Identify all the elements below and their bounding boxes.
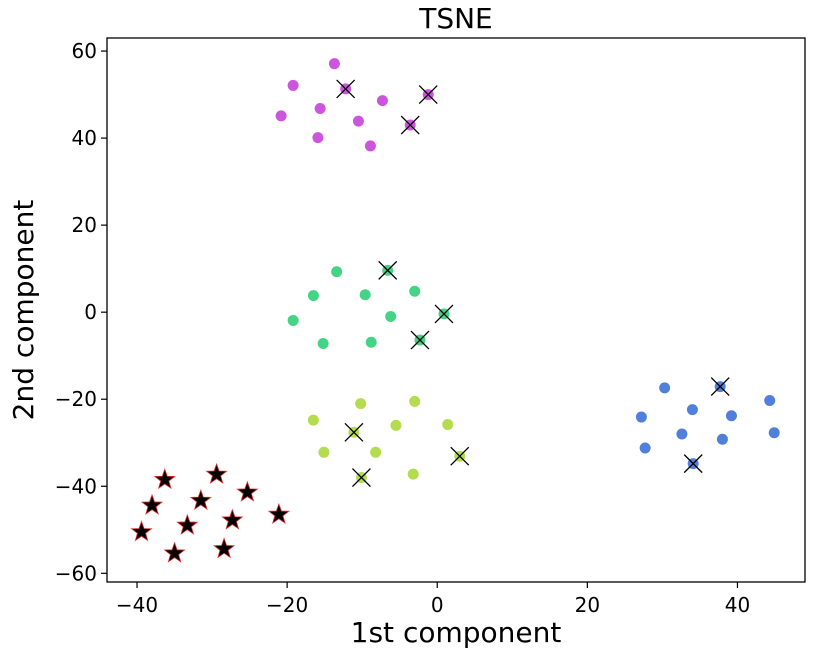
x-tick-label: 0 <box>431 593 444 617</box>
data-point <box>768 427 780 439</box>
data-point <box>359 289 371 301</box>
y-tick-label: 40 <box>72 126 97 150</box>
data-point <box>676 428 688 440</box>
series-cluster-black-stars <box>130 462 290 563</box>
data-point <box>442 418 454 430</box>
series-cluster-lime <box>307 395 470 488</box>
data-point <box>275 110 287 122</box>
chart-title: TSNE <box>418 2 493 35</box>
series-cluster-green <box>287 260 454 350</box>
data-point <box>659 382 671 394</box>
data-point <box>307 414 319 426</box>
cross-marker <box>410 330 430 350</box>
data-point <box>314 103 326 115</box>
data-point <box>725 410 737 422</box>
y-tick-label: −40 <box>55 474 97 498</box>
data-point <box>287 314 299 326</box>
data-point-star <box>212 537 236 559</box>
cross-marker <box>710 377 730 397</box>
data-point-star <box>130 520 153 542</box>
data-point-star <box>176 513 199 535</box>
data-point <box>364 140 376 152</box>
y-axis-label: 2nd component <box>7 200 40 421</box>
cross-marker <box>683 454 703 474</box>
cross-marker <box>400 115 420 135</box>
data-point <box>686 404 698 416</box>
cross-marker <box>351 468 371 488</box>
data-point <box>390 419 402 431</box>
cross-marker <box>434 304 454 324</box>
x-tick-label: −20 <box>266 593 308 617</box>
data-point-star <box>267 502 290 524</box>
data-point-star <box>163 541 186 563</box>
x-tick-label: −40 <box>116 593 158 617</box>
x-tick-label: 20 <box>575 593 600 617</box>
cross-marker <box>378 260 398 280</box>
y-tick-label: 60 <box>72 39 97 63</box>
data-point-star <box>205 462 228 484</box>
x-axis-label: 1st component <box>351 616 562 649</box>
data-point <box>365 336 377 348</box>
data-point <box>409 395 421 407</box>
cross-marker <box>450 446 470 466</box>
data-point <box>331 266 343 278</box>
series-cluster-blue <box>635 377 780 474</box>
data-point-star <box>153 468 176 490</box>
data-point <box>385 311 397 323</box>
plot-frame <box>106 37 806 583</box>
data-point <box>287 79 299 91</box>
data-point <box>716 433 728 445</box>
data-point <box>352 115 364 127</box>
data-point <box>328 58 340 70</box>
data-point <box>635 411 647 423</box>
x-tick-label: 40 <box>725 593 750 617</box>
cross-marker <box>418 85 438 105</box>
y-tick-label: −60 <box>55 561 97 585</box>
data-point-star <box>221 508 244 530</box>
data-point <box>409 285 421 297</box>
data-point-star <box>189 488 212 511</box>
data-point-star <box>140 493 164 515</box>
data-point <box>318 446 330 458</box>
y-tick-label: 0 <box>84 300 97 324</box>
plot-area <box>106 37 806 583</box>
data-point <box>355 398 367 410</box>
y-tick-label: 20 <box>72 213 97 237</box>
data-point <box>407 468 419 480</box>
data-point <box>312 132 324 144</box>
data-point <box>307 290 319 302</box>
data-point-star <box>236 480 259 502</box>
data-point <box>317 338 329 350</box>
data-point <box>764 395 776 407</box>
x-axis-ticks: −40 −20 0 20 40 <box>116 582 750 617</box>
y-axis-ticks: −60 −40 −20 0 20 40 60 <box>55 39 107 585</box>
data-point <box>370 446 382 458</box>
data-point <box>639 442 651 454</box>
data-point <box>376 95 388 107</box>
y-tick-label: −20 <box>55 387 97 411</box>
cross-marker <box>336 79 356 99</box>
cross-marker <box>344 422 364 442</box>
data-points <box>130 58 780 563</box>
series-cluster-magenta <box>275 58 438 152</box>
